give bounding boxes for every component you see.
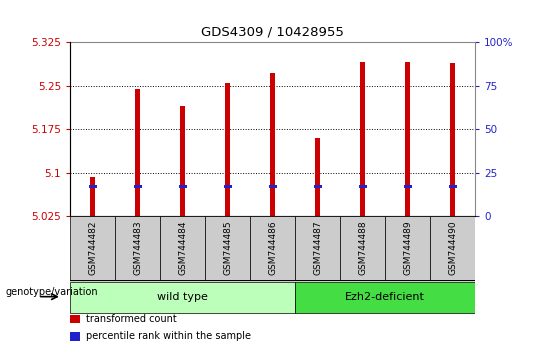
Bar: [430, 216, 475, 280]
Bar: [315, 138, 320, 216]
Bar: [340, 216, 385, 280]
Bar: [314, 185, 322, 188]
Bar: [89, 185, 97, 188]
Bar: [160, 216, 205, 280]
Text: Ezh2-deficient: Ezh2-deficient: [345, 292, 425, 302]
Title: GDS4309 / 10428955: GDS4309 / 10428955: [201, 25, 344, 39]
Bar: [225, 83, 231, 216]
Text: GSM744486: GSM744486: [268, 221, 277, 275]
Bar: [90, 177, 96, 216]
Text: transformed count: transformed count: [86, 314, 177, 324]
Bar: [180, 106, 185, 216]
Text: genotype/variation: genotype/variation: [5, 287, 98, 297]
Bar: [450, 63, 455, 216]
Bar: [205, 216, 250, 280]
Bar: [135, 89, 140, 216]
Bar: [269, 185, 277, 188]
Bar: [70, 314, 80, 323]
Bar: [250, 216, 295, 280]
Bar: [270, 73, 275, 216]
Bar: [403, 185, 411, 188]
Text: GSM744485: GSM744485: [223, 221, 232, 275]
Text: GSM744488: GSM744488: [358, 221, 367, 275]
Bar: [115, 216, 160, 280]
Bar: [70, 216, 115, 280]
Bar: [359, 185, 367, 188]
Bar: [179, 185, 187, 188]
Bar: [385, 216, 430, 280]
Text: percentile rank within the sample: percentile rank within the sample: [86, 331, 252, 341]
Bar: [134, 185, 141, 188]
Bar: [224, 185, 232, 188]
Bar: [70, 332, 80, 341]
Bar: [360, 62, 366, 216]
Bar: [295, 282, 475, 313]
Bar: [295, 216, 340, 280]
Bar: [70, 282, 295, 313]
Bar: [405, 62, 410, 216]
Bar: [449, 185, 457, 188]
Text: GSM744484: GSM744484: [178, 221, 187, 275]
Text: wild type: wild type: [157, 292, 208, 302]
Text: GSM744490: GSM744490: [448, 221, 457, 275]
Text: GSM744482: GSM744482: [88, 221, 97, 275]
Text: GSM744487: GSM744487: [313, 221, 322, 275]
Text: GSM744489: GSM744489: [403, 221, 412, 275]
Text: GSM744483: GSM744483: [133, 221, 142, 275]
